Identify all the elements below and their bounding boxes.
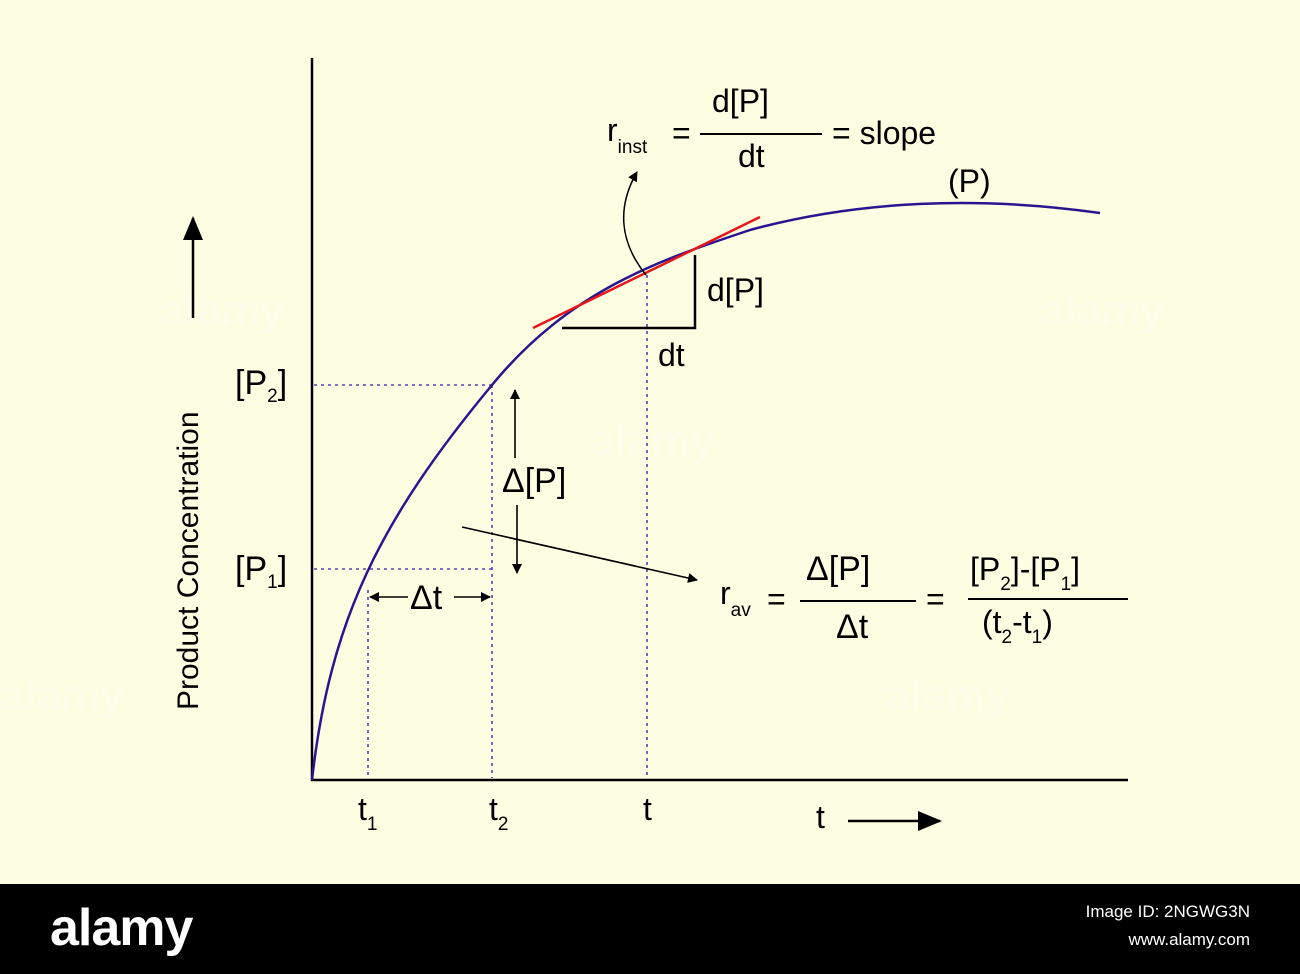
r-inst-slope: = slope xyxy=(832,115,936,151)
t-label: t xyxy=(643,791,652,827)
dp-label: d[P] xyxy=(707,272,764,308)
t1-label: t1 xyxy=(358,791,377,835)
y-axis-label: Product Concentration xyxy=(172,411,205,710)
image-id-text: Image ID: 2NGWG3N xyxy=(1085,902,1250,921)
rate-of-reaction-diagram: alamy alamy alamy alamy alamy xyxy=(0,58,1165,835)
diagram-stage: alamy alamy alamy alamy alamy xyxy=(0,0,1300,884)
r-inst-symbol: rinst xyxy=(607,112,648,158)
r-av-numerator-1: Δ[P] xyxy=(806,550,870,588)
product-curve xyxy=(310,201,1101,781)
slope-triangle xyxy=(562,255,697,330)
p1-label: [P1] xyxy=(235,550,287,593)
r-av-equals-2: = xyxy=(926,581,945,617)
watermark: alamy xyxy=(0,671,125,720)
r-av-numerator-2: [P2]-[P1] xyxy=(970,551,1080,595)
delta-t-label: Δt xyxy=(410,579,443,617)
r-av-symbol: rav xyxy=(720,575,751,621)
r-av-pointer-arrow xyxy=(461,526,698,583)
curved-pointer-arrow xyxy=(622,171,647,276)
site-url-text: www.alamy.com xyxy=(1128,930,1250,949)
p2-label: [P2] xyxy=(235,364,287,407)
curve-label: (P) xyxy=(948,163,991,199)
watermark: alamy xyxy=(1040,286,1165,335)
r-av-denominator-1: Δt xyxy=(836,608,869,646)
r-inst-equals: = xyxy=(672,115,691,151)
watermark: alamy xyxy=(590,416,715,465)
r-inst-numerator: d[P] xyxy=(712,83,769,119)
tangent-line xyxy=(532,215,761,330)
footer-bar: alamy Image ID: 2NGWG3N www.alamy.com xyxy=(0,884,1300,974)
r-av-denominator-2: (t2-t1) xyxy=(982,604,1053,648)
watermark: alamy xyxy=(160,286,285,335)
alamy-logo: alamy xyxy=(50,899,193,957)
x-axis-label: t xyxy=(816,799,825,835)
delta-p-label: Δ[P] xyxy=(502,462,566,500)
dt-label: dt xyxy=(658,337,685,373)
r-inst-formula: rinst = d[P] dt = slope xyxy=(607,83,936,174)
r-av-equals-1: = xyxy=(767,581,786,617)
r-av-formula: rav = Δ[P] Δt = [P2]-[P1] (t2-t1) xyxy=(720,550,1128,648)
watermark: alamy xyxy=(885,671,1010,720)
t2-label: t2 xyxy=(489,791,508,835)
r-inst-denominator: dt xyxy=(738,138,765,174)
